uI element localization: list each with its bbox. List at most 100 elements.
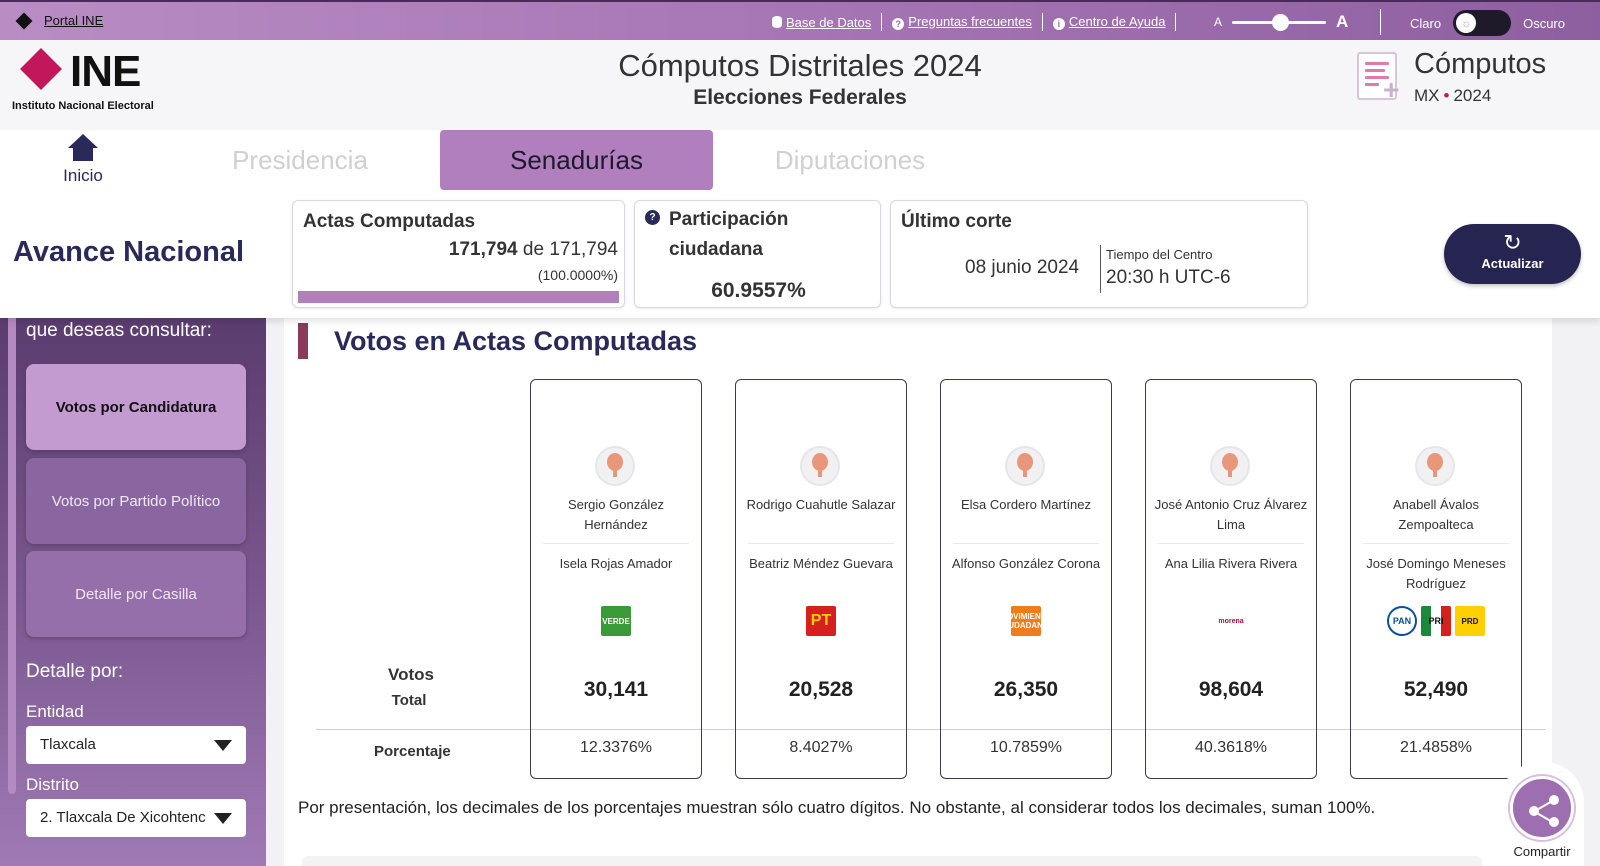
entidad-label: Entidad — [26, 702, 84, 721]
avatar — [1005, 446, 1045, 486]
candidate-first-formula: Elsa Cordero Martínez — [960, 497, 1092, 512]
candidate-percentage: 8.4027% — [789, 739, 853, 756]
actas-of: de — [522, 239, 545, 260]
candidate-card: Elsa Cordero Martínez Alfonso González C… — [940, 379, 1112, 779]
section-marker — [298, 323, 308, 359]
share-button[interactable]: Compartir — [1500, 762, 1584, 866]
portal-link-group[interactable]: Portal INE — [15, 12, 104, 29]
sun-icon: ☼ — [1456, 13, 1477, 33]
divider — [1041, 13, 1043, 31]
font-size-slider-knob[interactable] — [1272, 13, 1290, 31]
entidad-select[interactable]: Tlaxcala — [26, 726, 246, 764]
share-icon — [1510, 776, 1574, 840]
section-title-text: Votos en Actas Computadas — [334, 325, 698, 356]
actas-computed: 171,794 — [448, 239, 518, 260]
candidate-percentage: 12.3376% — [579, 739, 653, 756]
portal-ine-link[interactable]: Portal INE — [44, 13, 104, 28]
database-link[interactable]: Base de Datos — [772, 15, 871, 30]
avance-title: Avance Nacional — [13, 236, 245, 268]
faq-link[interactable]: ? Preguntas frecuentes — [892, 14, 1032, 30]
candidate-percentage: 21.4858% — [1399, 739, 1473, 756]
party-logos: morena — [1146, 606, 1316, 636]
participacion-label: Participación ciudadana — [669, 209, 789, 260]
info-icon: i — [1052, 18, 1065, 30]
candidate-card: Sergio González Hernández Isela Rojas Am… — [530, 379, 702, 779]
divider — [1158, 543, 1304, 544]
actas-progress-fill — [298, 291, 619, 303]
home-label: Inicio — [63, 166, 103, 185]
candidate-card: Rodrigo Cuahutle Salazar Beatriz Méndez … — [735, 379, 907, 779]
share-label: Compartir — [1513, 844, 1571, 859]
pan-logo-icon: PAN — [1387, 606, 1417, 636]
actas-total: 171,794 — [549, 239, 618, 260]
votes-panel: Votos en Actas Computadas Votos Total Po… — [284, 318, 1552, 866]
corte-timezone: Tiempo del Centro — [1106, 247, 1213, 262]
theme-toggle[interactable]: ☼ — [1453, 10, 1512, 36]
candidate-votes: 26,350 — [993, 678, 1059, 701]
candidate-votes: 20,528 — [788, 678, 854, 701]
tab-senadurias[interactable]: Senadurías — [440, 130, 713, 190]
corte-time: 20:30 h UTC-6 — [1106, 267, 1231, 288]
pri-logo-icon: PRI — [1421, 606, 1451, 636]
sidebar-scroll-accent — [8, 318, 16, 794]
distrito-label: Distrito — [26, 775, 79, 794]
pvem-logo-icon: VERDE — [601, 606, 631, 636]
question-icon[interactable]: ? — [645, 210, 660, 225]
tab-diputaciones[interactable]: Diputaciones — [774, 144, 926, 175]
computos-brand-title: Cómputos — [1414, 48, 1547, 80]
ine-logo[interactable]: INE Instituto Nacional Electoral — [12, 48, 192, 120]
movimiento-ciudadano-logo-icon: MOVIMIENTO CIUDADANO — [1000, 606, 1052, 636]
refresh-icon: ↻ — [1503, 230, 1522, 255]
help-center-link[interactable]: i Centro de Ayuda — [1052, 14, 1165, 30]
page-title-block: Cómputos Distritales 2024 Elecciones Fed… — [0, 48, 1600, 110]
participacion-card: ? Participación ciudadana 60.9557% — [634, 200, 881, 308]
avatar — [1415, 446, 1455, 486]
refresh-button[interactable]: ↻ Actualizar — [1444, 224, 1581, 284]
candidate-percentage: 10.7859% — [989, 739, 1063, 756]
avatar — [800, 446, 840, 486]
home-button[interactable]: Inicio — [58, 134, 108, 186]
divider — [953, 543, 1099, 544]
candidate-second-formula: Isela Rojas Amador — [559, 556, 673, 571]
avatar — [1210, 446, 1250, 486]
dot-separator: • — [1443, 86, 1450, 105]
font-size-slider[interactable] — [1232, 13, 1327, 31]
votes-by-party-button[interactable]: Votos por Partido Político — [26, 458, 246, 544]
divider — [1175, 13, 1177, 31]
divider — [881, 13, 883, 31]
distrito-select[interactable]: 2. Tlaxcala De Xicohtencatl — [26, 799, 246, 837]
chevron-down-icon — [214, 813, 232, 824]
ultimo-corte-label: Último corte — [901, 211, 1012, 232]
tab-presidencia[interactable]: Presidencia — [232, 144, 368, 175]
votes-total-label: Votos Total — [388, 665, 434, 709]
next-section-edge — [302, 856, 1482, 866]
ultimo-corte-card: Último corte 08 junio 2024 Tiempo del Ce… — [890, 200, 1308, 308]
candidate-percentage: 40.3618% — [1194, 739, 1268, 756]
candidate-second-formula: Beatriz Méndez Guevara — [749, 556, 893, 571]
row-divider — [316, 729, 1546, 730]
detail-heading: Detalle por: — [26, 661, 124, 682]
ine-logo-subtitle: Instituto Nacional Electoral — [12, 100, 154, 112]
candidate-card: José Antonio Cruz Álvarez Lima Ana Lilia… — [1145, 379, 1317, 779]
morena-logo-icon: morena — [1218, 617, 1244, 625]
computos-logo: + Cómputos MX • 2024 — [1357, 48, 1587, 118]
document-icon — [1357, 52, 1397, 100]
detail-by-booth-button[interactable]: Detalle por Casilla — [26, 551, 246, 637]
votes-by-candidate-button[interactable]: Votos por Candidatura — [26, 364, 246, 450]
participacion-value: 60.9557% — [711, 279, 806, 302]
divider — [543, 543, 689, 544]
help-links: Base de Datos ? Preguntas frecuentes i Cen… — [772, 13, 1177, 31]
actas-label: Actas Computadas — [303, 211, 476, 232]
candidate-card: Anabell Ávalos Zempoalteca José Domingo … — [1350, 379, 1522, 779]
candidate-votes: 30,141 — [583, 678, 649, 701]
query-sidebar: que deseas consultar: Votos por Candidat… — [0, 318, 266, 866]
plus-icon: + — [1383, 74, 1400, 105]
candidate-first-formula: José Antonio Cruz Álvarez Lima — [1154, 497, 1308, 532]
chevron-down-icon — [214, 740, 232, 751]
percentage-label: Porcentaje — [374, 743, 451, 760]
party-logos: MOVIMIENTO CIUDADANO — [941, 606, 1111, 636]
avance-nacional-bar: Avance Nacional Actas Computadas 171,794… — [0, 190, 1600, 318]
font-size-large-label: A — [1336, 12, 1349, 31]
entidad-select-value: Tlaxcala — [40, 736, 96, 753]
refresh-label: Actualizar — [1481, 256, 1544, 271]
